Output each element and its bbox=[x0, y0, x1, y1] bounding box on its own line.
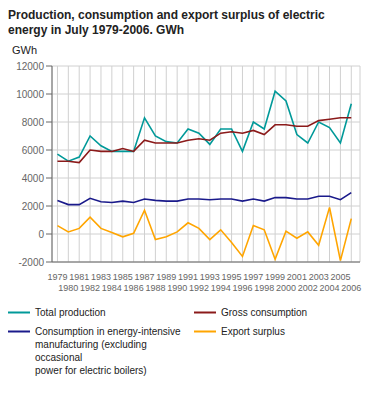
svg-text:1982: 1982 bbox=[80, 283, 100, 293]
svg-text:1980: 1980 bbox=[58, 283, 78, 293]
svg-text:1987: 1987 bbox=[134, 272, 154, 282]
html-text:energy in July 1979-2006. GWh: energy in July 1979-2006. GWh bbox=[8, 23, 185, 37]
svg-text:4000: 4000 bbox=[22, 173, 45, 184]
html-text:Production, consumption and ex: Production, consumption and export surpl… bbox=[8, 8, 325, 22]
svg-text:1999: 1999 bbox=[265, 272, 285, 282]
html-text:manufacturing (excluding occas: manufacturing (excluding occasional bbox=[35, 339, 147, 363]
svg-text:2006: 2006 bbox=[341, 283, 361, 293]
svg-text:1986: 1986 bbox=[124, 283, 144, 293]
svg-text:0: 0 bbox=[38, 229, 44, 240]
svg-text:1997: 1997 bbox=[243, 272, 263, 282]
svg-text:1991: 1991 bbox=[178, 272, 198, 282]
svg-text:1979: 1979 bbox=[47, 272, 67, 282]
svg-text:2005: 2005 bbox=[330, 272, 350, 282]
svg-text:2000: 2000 bbox=[22, 201, 45, 212]
svg-text:1995: 1995 bbox=[222, 272, 242, 282]
html-text:power for electric boilers): power for electric boilers) bbox=[35, 365, 147, 376]
svg-text:-2000: -2000 bbox=[18, 257, 44, 268]
svg-text:1984: 1984 bbox=[102, 283, 122, 293]
svg-text:2002: 2002 bbox=[298, 283, 318, 293]
svg-text:1981: 1981 bbox=[69, 272, 89, 282]
html-text:Export surplus: Export surplus bbox=[221, 326, 285, 337]
svg-text:2001: 2001 bbox=[287, 272, 307, 282]
svg-text:1998: 1998 bbox=[254, 283, 274, 293]
svg-text:1990: 1990 bbox=[167, 283, 187, 293]
svg-text:1983: 1983 bbox=[91, 272, 111, 282]
svg-text:12000: 12000 bbox=[16, 61, 44, 72]
html-text:GWh: GWh bbox=[12, 44, 38, 56]
svg-text:1992: 1992 bbox=[189, 283, 209, 293]
html-text:Consumption in energy-intensiv: Consumption in energy-intensive bbox=[35, 326, 181, 337]
svg-text:1985: 1985 bbox=[113, 272, 133, 282]
svg-text:1988: 1988 bbox=[145, 283, 165, 293]
svg-text:2000: 2000 bbox=[276, 283, 296, 293]
svg-text:1993: 1993 bbox=[200, 272, 220, 282]
svg-text:1996: 1996 bbox=[232, 283, 252, 293]
html-text:Gross consumption: Gross consumption bbox=[221, 307, 308, 318]
svg-text:1994: 1994 bbox=[211, 283, 231, 293]
svg-text:2004: 2004 bbox=[320, 283, 340, 293]
html-text:Total production: Total production bbox=[35, 307, 106, 318]
svg-text:8000: 8000 bbox=[22, 117, 45, 128]
svg-text:2003: 2003 bbox=[309, 272, 329, 282]
svg-text:10000: 10000 bbox=[16, 89, 44, 100]
svg-text:6000: 6000 bbox=[22, 145, 45, 156]
svg-text:1989: 1989 bbox=[156, 272, 176, 282]
